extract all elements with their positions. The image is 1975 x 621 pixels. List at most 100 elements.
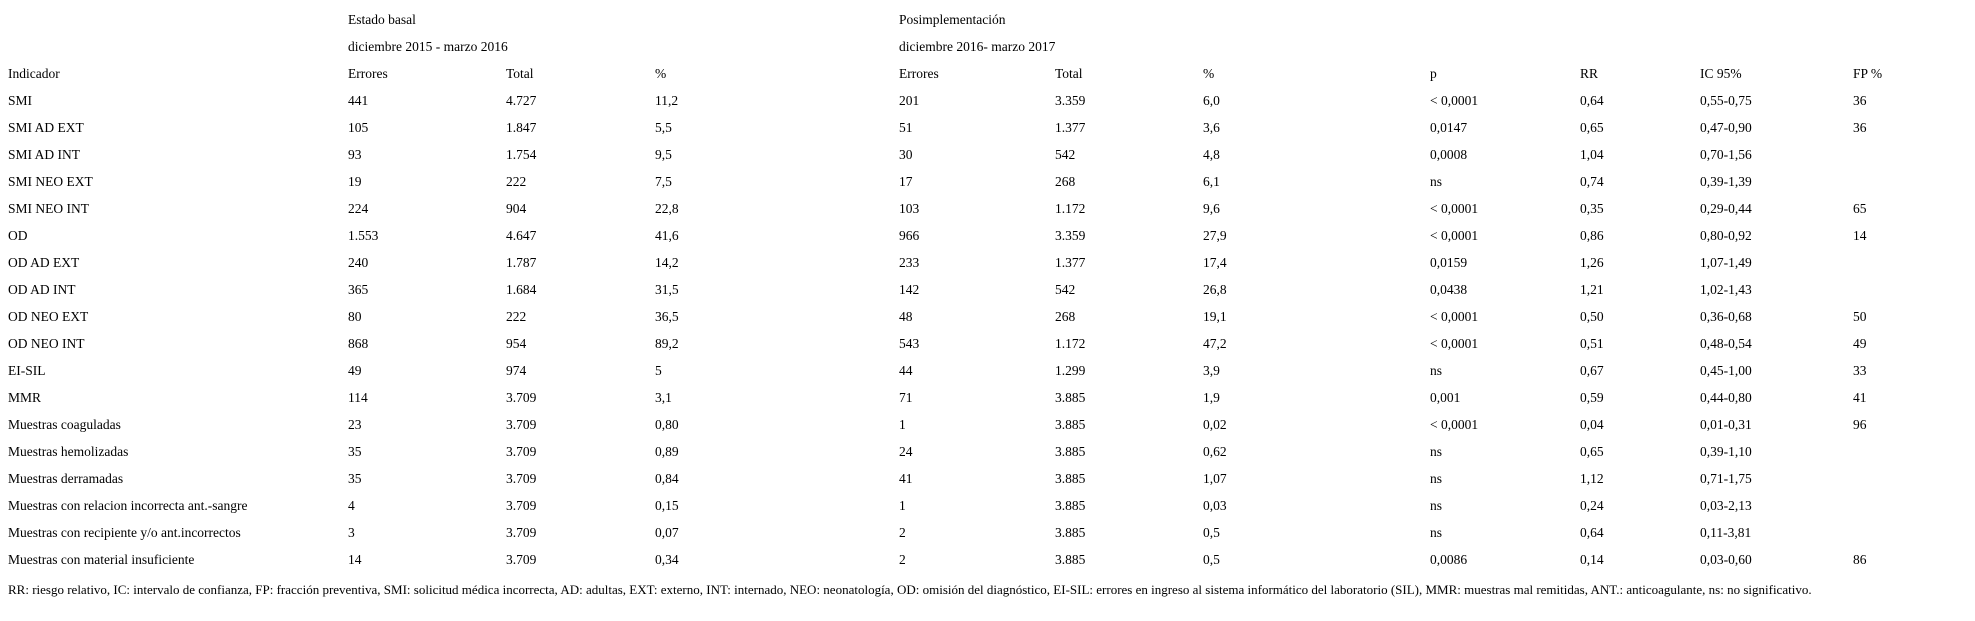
value-cell: 35 [348,471,362,486]
value-cell: 3,1 [655,390,672,405]
value-cell: 0,64 [1580,525,1604,540]
value-cell: 0,65 [1580,120,1604,135]
indicator-cell: SMI [8,93,33,108]
value-cell: 1.377 [1055,120,1086,135]
value-cell: 17 [899,174,913,189]
indicator-cell: OD [8,228,28,243]
value-cell: 26,8 [1203,282,1227,297]
value-cell: 3.359 [1055,93,1086,108]
table-row: Muestras con relacion incorrecta ant.-sa… [8,492,1975,519]
value-cell: ns [1430,174,1443,189]
value-cell: 0,65 [1580,444,1604,459]
value-cell: < 0,0001 [1430,93,1479,108]
value-cell: 30 [899,147,913,162]
value-cell: 0,59 [1580,390,1604,405]
value-cell: 36 [1853,120,1867,135]
value-cell: 17,4 [1203,255,1227,270]
value-cell: 3.885 [1055,417,1086,432]
value-cell: ns [1430,525,1443,540]
value-cell: 0,64 [1580,93,1604,108]
group-header-row: Estado basal Posimplementación [8,6,1975,33]
value-cell: 0,86 [1580,228,1604,243]
column-header-total-post: Total [1055,66,1083,81]
period-posimplementacion: diciembre 2016- marzo 2017 [899,39,1056,54]
value-cell: 441 [348,93,369,108]
value-cell: 1,12 [1580,471,1604,486]
group-subheader-row: diciembre 2015 - marzo 2016 diciembre 20… [8,33,1975,60]
column-header-errores-post: Errores [899,66,939,81]
value-cell: 3.709 [506,552,537,567]
value-cell: 0,45-1,00 [1700,363,1752,378]
value-cell: 14 [348,552,362,567]
indicator-cell: SMI NEO EXT [8,174,93,189]
value-cell: 1.754 [506,147,537,162]
value-cell: 6,0 [1203,93,1220,108]
value-cell: 0,0159 [1430,255,1468,270]
value-cell: 0,36-0,68 [1700,309,1752,324]
table-row: Muestras con material insuficiente 14 3.70… [8,546,1975,573]
table-row: OD NEO INT 868 954 89,2 543 1.172 47,2 < 0,0001… [8,330,1975,357]
value-cell: 3.885 [1055,471,1086,486]
value-cell: 4.647 [506,228,537,243]
value-cell: 49 [1853,336,1867,351]
value-cell: 0,29-0,44 [1700,201,1752,216]
value-cell: ns [1430,498,1443,513]
value-cell: 51 [899,120,913,135]
value-cell: 44 [899,363,913,378]
table-row: SMI 441 4.727 11,2 201 3.359 6,0 < 0,0001 0,64 0,… [8,87,1975,114]
value-cell: 19,1 [1203,309,1227,324]
value-cell: 1,04 [1580,147,1604,162]
value-cell [1853,438,1975,465]
value-cell: 105 [348,120,369,135]
value-cell: 542 [1055,147,1076,162]
value-cell: < 0,0001 [1430,228,1479,243]
value-cell: 542 [1055,282,1076,297]
value-cell: 1.172 [1055,336,1086,351]
value-cell: 48 [899,309,913,324]
column-header-indicador: Indicador [8,66,60,81]
value-cell: 3.885 [1055,525,1086,540]
value-cell: 0,03-2,13 [1700,498,1752,513]
value-cell: 103 [899,201,920,216]
value-cell: 222 [506,309,527,324]
value-cell: 3,9 [1203,363,1220,378]
value-cell: 0,80 [655,417,679,432]
value-cell: 365 [348,282,369,297]
group-header-posimplementacion: Posimplementación [899,12,1006,27]
value-cell: 0,47-0,90 [1700,120,1752,135]
value-cell: ns [1430,471,1443,486]
table-row: SMI NEO INT 224 904 22,8 103 1.172 9,6 < 0,0001… [8,195,1975,222]
indicator-cell: OD NEO INT [8,336,85,351]
value-cell: 71 [899,390,913,405]
value-cell: 2 [899,552,906,567]
value-cell: 0,0086 [1430,552,1468,567]
value-cell: 1 [899,417,906,432]
column-header-pct-post: % [1203,66,1215,81]
value-cell: 23 [348,417,362,432]
column-header-fp-pct: FP % [1853,66,1883,81]
value-cell: 3.885 [1055,552,1086,567]
value-cell: < 0,0001 [1430,309,1479,324]
table-row: EI-SIL 49 974 5 44 1.299 3,9 ns 0,67 0,45-1,00 33 [8,357,1975,384]
indicator-cell: Muestras hemolizadas [8,444,129,459]
value-cell: 966 [899,228,920,243]
value-cell: 3.709 [506,471,537,486]
value-cell: 0,02 [1203,417,1227,432]
indicator-cell: OD AD INT [8,282,76,297]
value-cell [1853,141,1975,168]
indicator-cell: SMI AD INT [8,147,81,162]
value-cell: 224 [348,201,369,216]
value-cell: 41,6 [655,228,679,243]
value-cell: 0,44-0,80 [1700,390,1752,405]
value-cell: 3.709 [506,390,537,405]
value-cell: 0,0008 [1430,147,1468,162]
table-row: Muestras coaguladas 23 3.709 0,80 1 3.885 0,02… [8,411,1975,438]
value-cell: 1 [899,498,906,513]
value-cell: 50 [1853,309,1867,324]
value-cell: 9,6 [1203,201,1220,216]
table-row: MMR 114 3.709 3,1 71 3.885 1,9 0,001 0,59 0,44-0,… [8,384,1975,411]
column-header-rr: RR [1580,66,1599,81]
value-cell [1853,276,1975,303]
value-cell: 89,2 [655,336,679,351]
column-header-p-value: p [1430,66,1437,81]
